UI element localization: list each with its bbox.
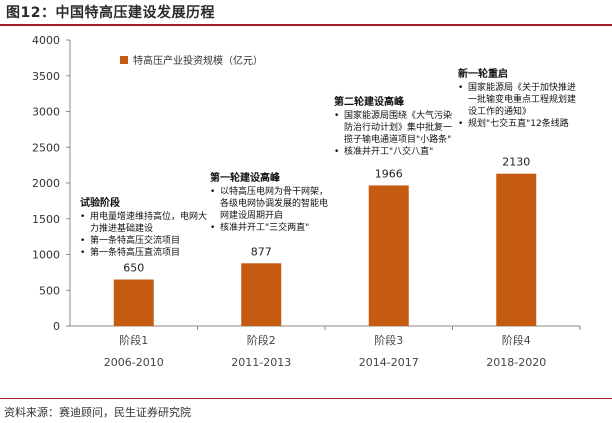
annotation-title: 第一轮建设高峰 xyxy=(210,173,280,184)
annotation-item: 第一条特高压直流项目 xyxy=(80,247,208,259)
annotation-item: 国家能源局《关于加快推进一批输变电重点工程规划建设工作的通知》 xyxy=(458,82,578,118)
x-tick-label: 阶段2 xyxy=(247,333,276,347)
legend-swatch xyxy=(120,55,128,64)
annotation-item: 核准并开工"八交八直" xyxy=(334,146,452,158)
y-tick-label: 2000 xyxy=(32,177,60,190)
annotation-title: 第二轮建设高峰 xyxy=(334,97,404,108)
annotation-item: 第一条特高压交流项目 xyxy=(80,235,208,247)
x-tick-label: 阶段3 xyxy=(374,333,403,347)
y-tick-label: 3000 xyxy=(32,106,60,119)
y-tick-label: 500 xyxy=(39,284,60,297)
annotation-item: 规划"七交五直"12条线路 xyxy=(458,118,578,130)
annotation-stage-2: 第一轮建设高峰 以特高压电网为骨干网架，各级电网协调发展的智能电网建设周期开启 … xyxy=(210,172,332,234)
source-rule xyxy=(0,398,612,399)
annotation-item: 国家能源局围绕《大气污染防治行动计划》集中批复一揽子输电通道项目"小路条" xyxy=(334,110,452,146)
x-period-label: 2011-2013 xyxy=(231,356,291,369)
x-tick-label: 阶段4 xyxy=(502,333,531,347)
annotation-item: 以特高压电网为骨干网架，各级电网协调发展的智能电网建设周期开启 xyxy=(210,186,332,222)
bar xyxy=(113,279,154,326)
x-period-label: 2006-2010 xyxy=(104,356,164,369)
y-tick-label: 2500 xyxy=(32,141,60,154)
bar xyxy=(368,185,409,326)
title-rule xyxy=(0,24,612,26)
y-tick-label: 1000 xyxy=(32,249,60,262)
annotation-stage-3: 第二轮建设高峰 国家能源局围绕《大气污染防治行动计划》集中批复一揽子输电通道项目… xyxy=(334,96,452,158)
x-tick-label: 阶段1 xyxy=(119,333,148,347)
figure-title: 图12：中国特高压建设发展历程 xyxy=(6,5,215,21)
x-period-label: 2018-2020 xyxy=(486,356,546,369)
bar xyxy=(241,263,282,326)
data-label: 650 xyxy=(123,262,144,275)
bar xyxy=(496,173,537,326)
legend-label: 特高压产业投资规模（亿元） xyxy=(133,56,263,67)
annotation-stage-4: 新一轮重启 国家能源局《关于加快推进一批输变电重点工程规划建设工作的通知》 规划… xyxy=(458,68,578,130)
y-tick-label: 1500 xyxy=(32,213,60,226)
x-period-label: 2014-2017 xyxy=(359,356,419,369)
annotation-item: 核准并开工"三交两直" xyxy=(210,222,332,234)
data-label: 2130 xyxy=(502,156,530,169)
annotation-title: 新一轮重启 xyxy=(458,69,508,80)
annotation-item: 用电量增速维持高位，电网大力推进基础建设 xyxy=(80,211,208,235)
bar-chart: 0 500 1000 1500 2000 2500 3000 3500 4000 650 阶段1 2… xyxy=(32,34,581,369)
y-tick-label: 4000 xyxy=(32,34,60,47)
annotation-stage-1: 试验阶段 用电量增速维持高位，电网大力推进基础建设 第一条特高压交流项目 第一条… xyxy=(80,197,208,259)
data-label: 1966 xyxy=(375,167,403,180)
source-note: 资料来源：赛迪顾问，民生证券研究院 xyxy=(4,406,191,419)
y-tick-label: 3500 xyxy=(32,70,60,83)
data-label: 877 xyxy=(251,245,272,258)
chart-legend: 特高压产业投资规模（亿元） xyxy=(120,52,263,67)
annotation-title: 试验阶段 xyxy=(80,198,120,209)
y-tick-label: 0 xyxy=(53,320,60,333)
